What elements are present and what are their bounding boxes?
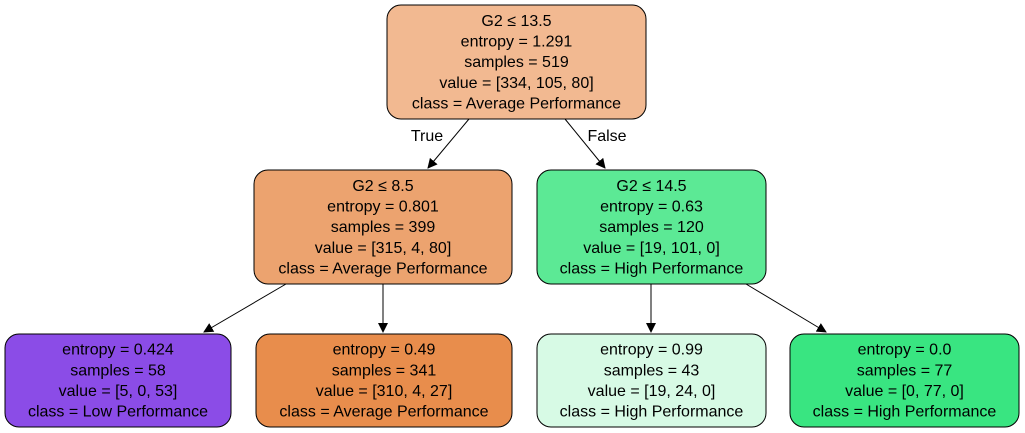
node-line: samples = 341: [332, 362, 437, 379]
tree-node-ll: entropy = 0.424 samples = 58 value = [5, 0…: [5, 334, 231, 427]
node-line: class = High Performance: [813, 404, 997, 421]
tree-node-rl: entropy = 0.99 samples = 43 value = [19, 2…: [537, 334, 766, 427]
node-line: value = [19, 24, 0]: [588, 383, 716, 400]
edge-right-rr: [746, 284, 826, 332]
node-line: samples = 519: [464, 54, 569, 71]
node-line: samples = 58: [70, 362, 166, 379]
node-line: class = Average Performance: [278, 261, 487, 278]
node-line: value = [310, 4, 27]: [316, 383, 453, 400]
edge-label-false: False: [587, 128, 626, 145]
node-line: entropy = 1.291: [461, 34, 573, 51]
node-line: samples = 120: [599, 219, 704, 236]
node-line: class = Average Performance: [412, 96, 621, 113]
node-line: value = [5, 0, 53]: [59, 383, 178, 400]
node-line: class = High Performance: [560, 261, 744, 278]
node-line: value = [315, 4, 80]: [315, 240, 452, 257]
edge-label-true: True: [411, 128, 443, 145]
node-line: value = [334, 105, 80]: [439, 75, 593, 92]
node-line: entropy = 0.801: [327, 198, 439, 215]
node-line: samples = 399: [331, 219, 436, 236]
node-line: entropy = 0.424: [62, 342, 174, 359]
tree-node-lr: entropy = 0.49 samples = 341 value = [310,…: [256, 334, 512, 427]
node-line: class = Average Performance: [279, 404, 488, 421]
node-line: entropy = 0.49: [333, 342, 436, 359]
tree-node-right: G2 ≤ 14.5 entropy = 0.63 samples = 120 valu…: [537, 170, 766, 284]
node-line: value = [0, 77, 0]: [845, 383, 964, 400]
node-line: class = Low Performance: [28, 404, 208, 421]
node-line: entropy = 0.99: [600, 342, 703, 359]
tree-node-rr: entropy = 0.0 samples = 77 value = [0, 77,…: [790, 334, 1019, 427]
edge-left-ll: [204, 284, 286, 332]
node-line: samples = 43: [604, 362, 700, 379]
node-line: G2 ≤ 14.5: [616, 178, 686, 195]
tree-node-root: G2 ≤ 13.5 entropy = 1.291 samples = 519 val…: [387, 5, 646, 119]
node-line: value = [19, 101, 0]: [583, 240, 720, 257]
node-line: class = High Performance: [560, 404, 744, 421]
node-line: entropy = 0.0: [858, 342, 952, 359]
node-line: G2 ≤ 13.5: [481, 13, 551, 30]
tree-node-left: G2 ≤ 8.5 entropy = 0.801 samples = 399 valu…: [254, 170, 512, 284]
node-line: samples = 77: [857, 362, 953, 379]
nodes-layer: G2 ≤ 13.5 entropy = 1.291 samples = 519 val…: [5, 5, 1019, 427]
node-line: entropy = 0.63: [600, 198, 703, 215]
node-line: G2 ≤ 8.5: [352, 178, 413, 195]
